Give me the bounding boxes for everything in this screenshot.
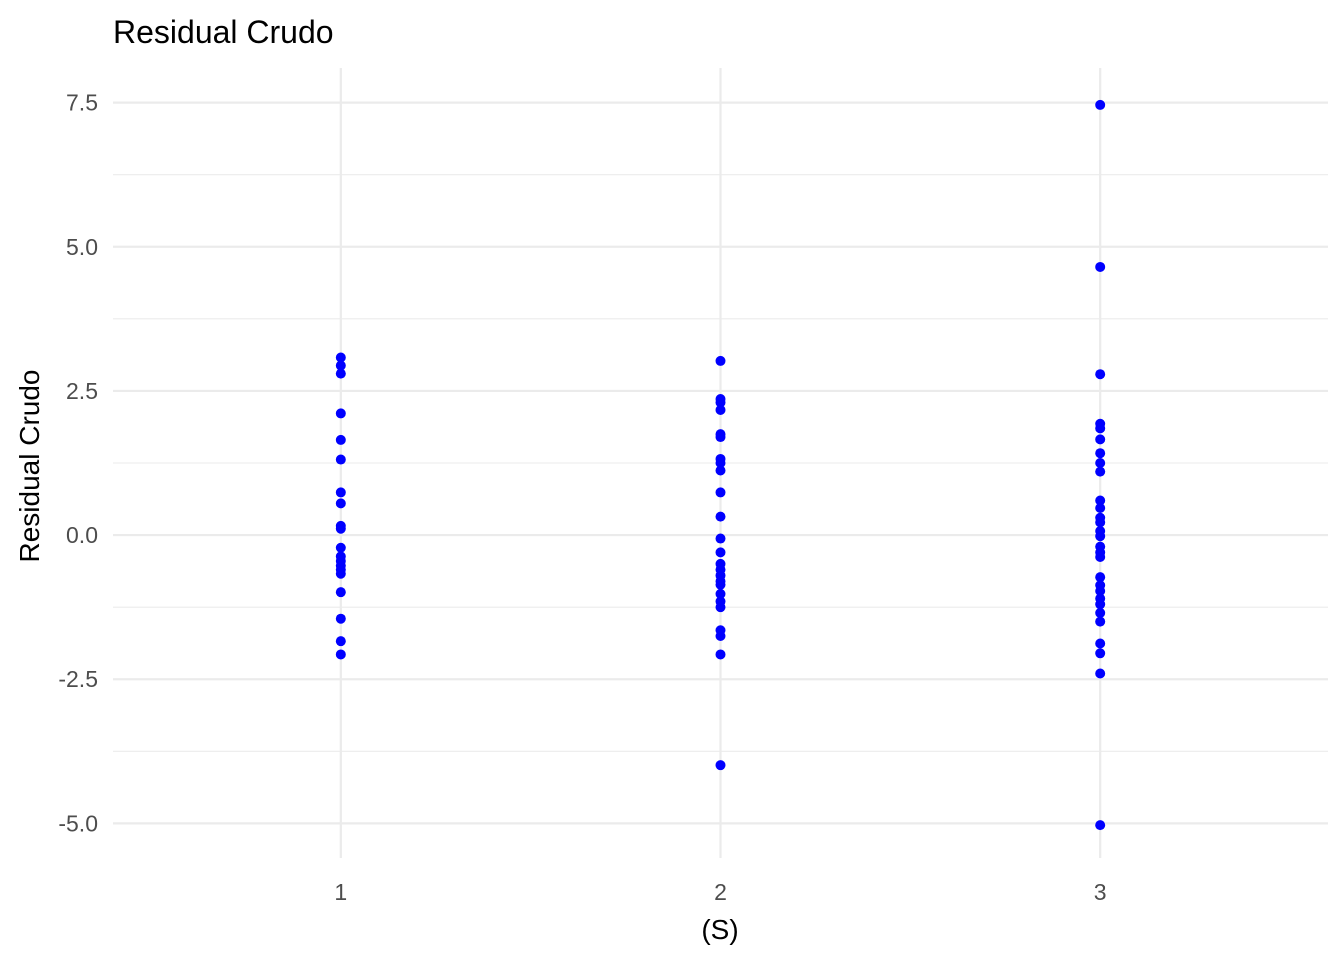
data-point (715, 458, 726, 468)
data-point (1095, 423, 1106, 434)
data-point (715, 630, 726, 641)
data-point (715, 579, 726, 590)
data-point (1095, 599, 1106, 610)
data-point (715, 511, 726, 522)
y-tick-label: -2.5 (58, 666, 98, 692)
data-point (715, 465, 726, 476)
data-point (1095, 572, 1106, 583)
data-point (335, 636, 346, 647)
data-point (1095, 502, 1106, 513)
data-point (1095, 99, 1106, 110)
data-point (1095, 495, 1106, 506)
data-point (335, 568, 346, 579)
data-point (335, 487, 346, 498)
y-tick-label: 7.5 (66, 90, 98, 116)
data-point (335, 408, 346, 419)
y-tick-label: 0.0 (66, 522, 98, 548)
data-point (1095, 531, 1106, 542)
data-point (335, 352, 346, 363)
y-tick-label: -5.0 (58, 810, 98, 836)
data-point (1095, 261, 1106, 272)
data-point (715, 397, 726, 408)
data-point (1095, 458, 1106, 468)
data-point (715, 760, 726, 771)
x-tick-label: 1 (334, 879, 347, 905)
y-axis-title: Residual Crudo (14, 370, 45, 563)
data-point (715, 602, 726, 613)
data-point (1095, 607, 1106, 618)
y-axis-tick-labels: 7.5 5.0 2.5 0.0 -2.5 -5.0 (58, 90, 98, 837)
y-tick-label: 2.5 (66, 378, 98, 404)
data-point (1095, 616, 1106, 627)
data-point (1095, 434, 1106, 445)
chart-title: Residual Crudo (113, 14, 334, 50)
data-point (715, 533, 726, 544)
data-point (1095, 551, 1106, 562)
data-point (715, 355, 726, 366)
data-point (715, 487, 726, 498)
x-axis-tick-labels: 1 2 3 (334, 879, 1106, 905)
data-point (1095, 820, 1106, 831)
data-point (335, 613, 346, 624)
data-point (1095, 668, 1106, 679)
data-point (335, 523, 346, 534)
data-points (335, 99, 1106, 831)
x-tick-label: 3 (1094, 879, 1107, 905)
data-point (1095, 586, 1106, 597)
data-point (1095, 648, 1106, 659)
data-point (715, 404, 726, 415)
data-point (1095, 369, 1106, 380)
data-point (1095, 517, 1106, 528)
data-point (335, 542, 346, 553)
x-axis-title: (S) (701, 914, 738, 945)
data-point (335, 587, 346, 598)
x-tick-label: 2 (714, 879, 727, 905)
data-point (715, 432, 726, 443)
data-point (335, 434, 346, 445)
data-point (715, 649, 726, 660)
data-point (1095, 466, 1106, 477)
data-point (335, 368, 346, 379)
data-point (1095, 448, 1106, 459)
data-point (715, 547, 726, 558)
data-point (1095, 638, 1106, 649)
data-point (335, 649, 346, 660)
data-point (335, 498, 346, 509)
data-point (715, 588, 726, 599)
data-point (335, 454, 346, 465)
y-tick-label: 5.0 (66, 234, 98, 260)
data-point (335, 360, 346, 371)
